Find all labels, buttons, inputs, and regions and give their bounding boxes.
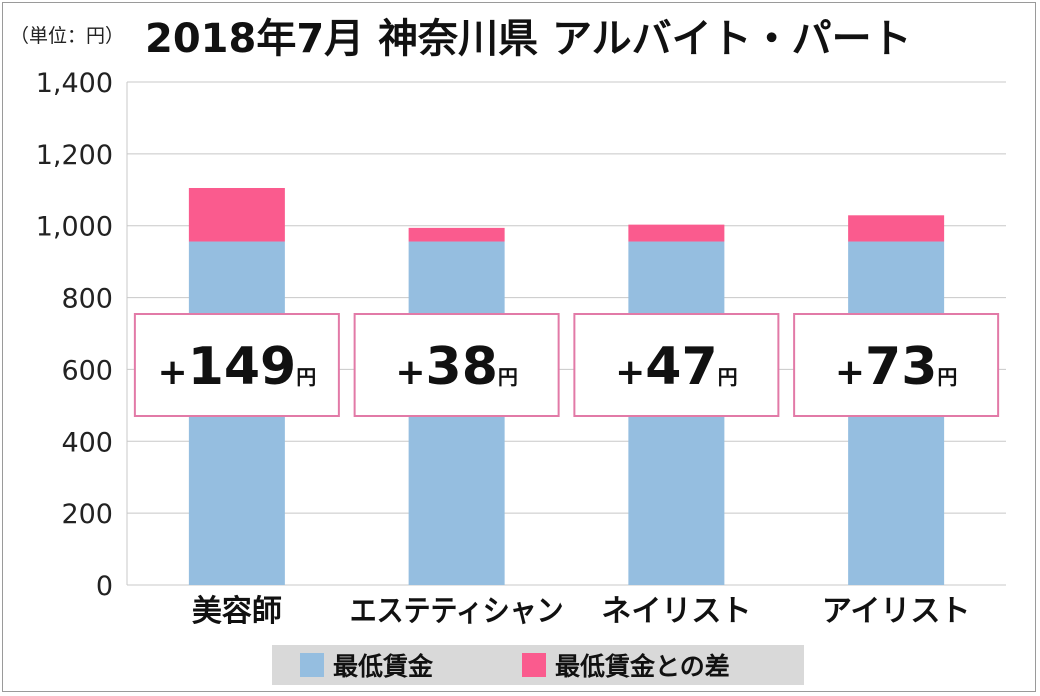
difference-badge-label: +38円 <box>395 337 518 397</box>
difference-badges: +149円 +38円 +47円 +73円 <box>133 313 1000 417</box>
bar-difference <box>628 224 725 242</box>
difference-badge <box>353 313 560 417</box>
x-axis-ticks: 美容師 エステティシャン ネイリスト アイリスト <box>192 594 971 629</box>
y-tick-label: 1,000 <box>36 212 113 243</box>
y-tick-label: 0 <box>96 571 113 602</box>
difference-badge-label: +47円 <box>615 337 738 397</box>
y-tick-label: 1,400 <box>36 68 113 99</box>
difference-badge <box>133 313 340 417</box>
difference-badge-label: +149円 <box>158 337 317 397</box>
difference-badge <box>793 313 1000 417</box>
y-tick-label: 800 <box>61 284 113 315</box>
difference-badge <box>573 313 780 417</box>
legend-label-base: 最低賃金 <box>333 652 434 681</box>
x-tick-label: ネイリスト <box>601 594 751 629</box>
legend-swatch-diff <box>522 653 546 677</box>
legend-label-diff: 最低賃金との差 <box>555 652 730 681</box>
y-axis-ticks: 0 200 400 600 800 1,000 1,200 1,400 <box>36 68 113 602</box>
unit-label: （単位：円） <box>10 25 124 47</box>
y-tick-label: 600 <box>61 355 113 386</box>
legend: 最低賃金 最低賃金との差 <box>272 645 804 685</box>
bar-difference <box>408 227 505 242</box>
difference-badge-label: +73円 <box>835 337 958 397</box>
chart-title: 2018年7月 神奈川県 アルバイト・パート <box>145 16 912 62</box>
y-tick-label: 200 <box>61 499 113 530</box>
y-tick-label: 400 <box>61 427 113 458</box>
x-tick-label: エステティシャン <box>350 594 564 629</box>
bar-difference <box>188 187 285 242</box>
legend-swatch-base <box>300 653 324 677</box>
bar-difference <box>848 215 945 242</box>
y-tick-label: 1,200 <box>36 140 113 171</box>
x-tick-label: 美容師 <box>192 594 282 629</box>
x-tick-label: アイリスト <box>822 594 971 629</box>
